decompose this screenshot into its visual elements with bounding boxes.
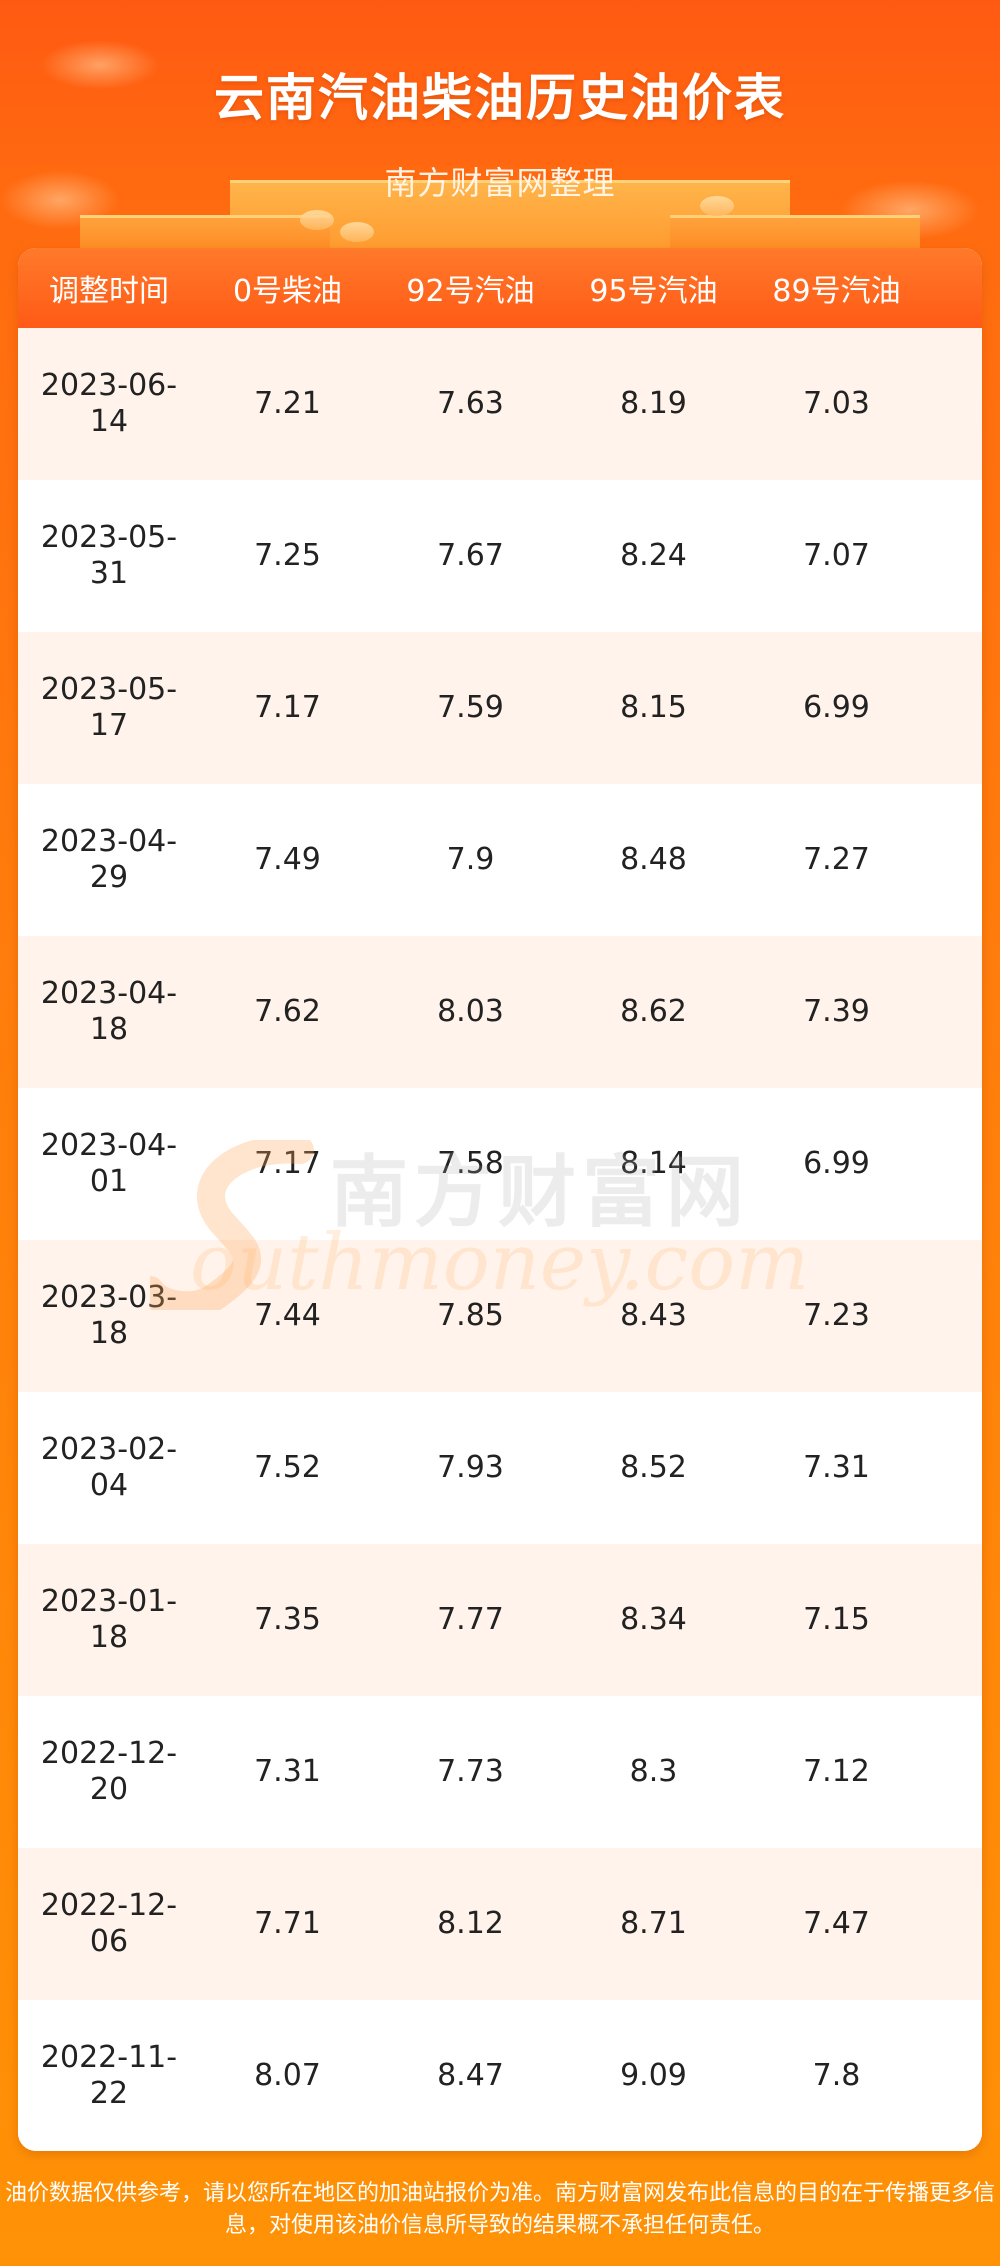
cell-gasoline-95: 8.62 — [620, 994, 687, 1029]
cell-gasoline-89: 7.03 — [803, 386, 870, 421]
column-header-gasoline-92: 92号汽油 — [406, 274, 535, 309]
cell-date: 2023-06-14 — [40, 368, 178, 439]
cell-date: 2023-02-04 — [40, 1432, 178, 1503]
cell-diesel-0: 7.62 — [254, 994, 321, 1029]
coin-icon — [700, 196, 734, 216]
table-row: 2022-11-22 8.07 8.47 9.09 7.8 — [18, 2000, 982, 2151]
cell-diesel-0: 7.17 — [254, 690, 321, 725]
cell-date: 2023-04-18 — [40, 976, 178, 1047]
cell-gasoline-89: 7.31 — [803, 1450, 870, 1485]
table-row: 2023-02-04 7.52 7.93 8.52 7.31 — [18, 1392, 982, 1544]
cell-date: 2023-01-18 — [40, 1584, 178, 1655]
cell-gasoline-95: 9.09 — [620, 2058, 687, 2093]
cell-date: 2023-05-17 — [40, 672, 178, 743]
cell-gasoline-92: 7.67 — [437, 538, 504, 573]
cell-gasoline-89: 7.07 — [803, 538, 870, 573]
page-subtitle: 南方财富网整理 — [384, 164, 616, 202]
table-row: 2023-05-17 7.17 7.59 8.15 6.99 — [18, 632, 982, 784]
cell-gasoline-95: 8.15 — [620, 690, 687, 725]
cell-diesel-0: 7.44 — [254, 1298, 321, 1333]
disclaimer-line-2: 息，对使用该油价信息所导致的结果概不承担任何责任。 — [224, 2213, 775, 2238]
table-row: 2022-12-06 7.71 8.12 8.71 7.47 — [18, 1848, 982, 2000]
cell-gasoline-95: 8.24 — [620, 538, 687, 573]
cell-gasoline-95: 8.3 — [629, 1754, 678, 1789]
cell-gasoline-89: 7.15 — [803, 1602, 870, 1637]
cell-gasoline-89: 6.99 — [803, 1146, 870, 1181]
cell-gasoline-95: 8.34 — [620, 1602, 687, 1637]
cell-gasoline-92: 8.03 — [437, 994, 504, 1029]
cell-gasoline-92: 7.77 — [437, 1602, 504, 1637]
cell-gasoline-95: 8.52 — [620, 1450, 687, 1485]
cell-gasoline-89: 7.39 — [803, 994, 870, 1029]
table-row: 2023-04-18 7.62 8.03 8.62 7.39 — [18, 936, 982, 1088]
cell-gasoline-92: 7.93 — [437, 1450, 504, 1485]
cell-gasoline-92: 8.12 — [437, 1906, 504, 1941]
cell-gasoline-95: 8.43 — [620, 1298, 687, 1333]
table-row: 2023-04-29 7.49 7.9 8.48 7.27 — [18, 784, 982, 936]
table-row: 2023-03-18 7.44 7.85 8.43 7.23 — [18, 1240, 982, 1392]
cell-diesel-0: 7.31 — [254, 1754, 321, 1789]
table-row: 2022-12-20 7.31 7.73 8.3 7.12 — [18, 1696, 982, 1848]
cell-diesel-0: 8.07 — [254, 2058, 321, 2093]
cell-date: 2022-12-20 — [40, 1736, 178, 1807]
cell-gasoline-92: 8.47 — [437, 2058, 504, 2093]
cell-gasoline-95: 8.19 — [620, 386, 687, 421]
cell-date: 2022-11-22 — [40, 2040, 178, 2111]
disclaimer-line-1: 油价数据仅供参考，请以您所在地区的加油站报价为准。南方财富网发布此信息的目的在于… — [4, 2181, 995, 2206]
cell-gasoline-95: 8.48 — [620, 842, 687, 877]
cell-date: 2023-04-01 — [40, 1128, 178, 1199]
table-body: 2023-06-14 7.21 7.63 8.19 7.03 2023-05-3… — [18, 328, 982, 2151]
cell-gasoline-89: 7.23 — [803, 1298, 870, 1333]
cell-diesel-0: 7.49 — [254, 842, 321, 877]
cell-gasoline-92: 7.58 — [437, 1146, 504, 1181]
column-header-diesel-0: 0号柴油 — [232, 274, 343, 309]
disclaimer: 油价数据仅供参考，请以您所在地区的加油站报价为准。南方财富网发布此信息的目的在于… — [0, 2178, 1000, 2242]
cell-gasoline-89: 7.27 — [803, 842, 870, 877]
hero-glow — [40, 40, 160, 90]
cell-diesel-0: 7.71 — [254, 1906, 321, 1941]
cell-gasoline-92: 7.63 — [437, 386, 504, 421]
cell-date: 2023-05-31 — [40, 520, 178, 591]
cell-gasoline-95: 8.71 — [620, 1906, 687, 1941]
coin-icon — [340, 222, 374, 242]
table-row: 2023-01-18 7.35 7.77 8.34 7.15 — [18, 1544, 982, 1696]
cell-gasoline-89: 7.47 — [803, 1906, 870, 1941]
cell-diesel-0: 7.21 — [254, 386, 321, 421]
page-title: 云南汽油柴油历史油价表 — [214, 69, 786, 127]
table-header: 调整时间 0号柴油 92号汽油 95号汽油 89号汽油 — [18, 248, 982, 328]
cell-diesel-0: 7.52 — [254, 1450, 321, 1485]
cell-diesel-0: 7.17 — [254, 1146, 321, 1181]
cell-date: 2023-03-18 — [40, 1280, 178, 1351]
price-table: 调整时间 0号柴油 92号汽油 95号汽油 89号汽油 2023-06-14 7… — [18, 248, 982, 2151]
coin-icon — [300, 210, 334, 230]
cell-gasoline-89: 7.12 — [803, 1754, 870, 1789]
table-row: 2023-06-14 7.21 7.63 8.19 7.03 — [18, 328, 982, 480]
cell-gasoline-95: 8.14 — [620, 1146, 687, 1181]
cell-date: 2023-04-29 — [40, 824, 178, 895]
hero-block-right — [670, 215, 920, 250]
cell-gasoline-92: 7.9 — [446, 842, 495, 877]
cell-gasoline-89: 6.99 — [803, 690, 870, 725]
column-header-gasoline-95: 95号汽油 — [589, 274, 718, 309]
cell-gasoline-92: 7.85 — [437, 1298, 504, 1333]
table-row: 2023-04-01 7.17 7.58 8.14 6.99 — [18, 1088, 982, 1240]
cell-gasoline-92: 7.73 — [437, 1754, 504, 1789]
hero-block-left — [80, 215, 330, 250]
cell-gasoline-89: 7.8 — [812, 2058, 861, 2093]
column-header-date: 调整时间 — [49, 274, 169, 309]
table-row: 2023-05-31 7.25 7.67 8.24 7.07 — [18, 480, 982, 632]
cell-diesel-0: 7.35 — [254, 1602, 321, 1637]
hero-banner — [0, 0, 1000, 250]
cell-gasoline-92: 7.59 — [437, 690, 504, 725]
cell-diesel-0: 7.25 — [254, 538, 321, 573]
cell-date: 2022-12-06 — [40, 1888, 178, 1959]
column-header-gasoline-89: 89号汽油 — [772, 274, 901, 309]
